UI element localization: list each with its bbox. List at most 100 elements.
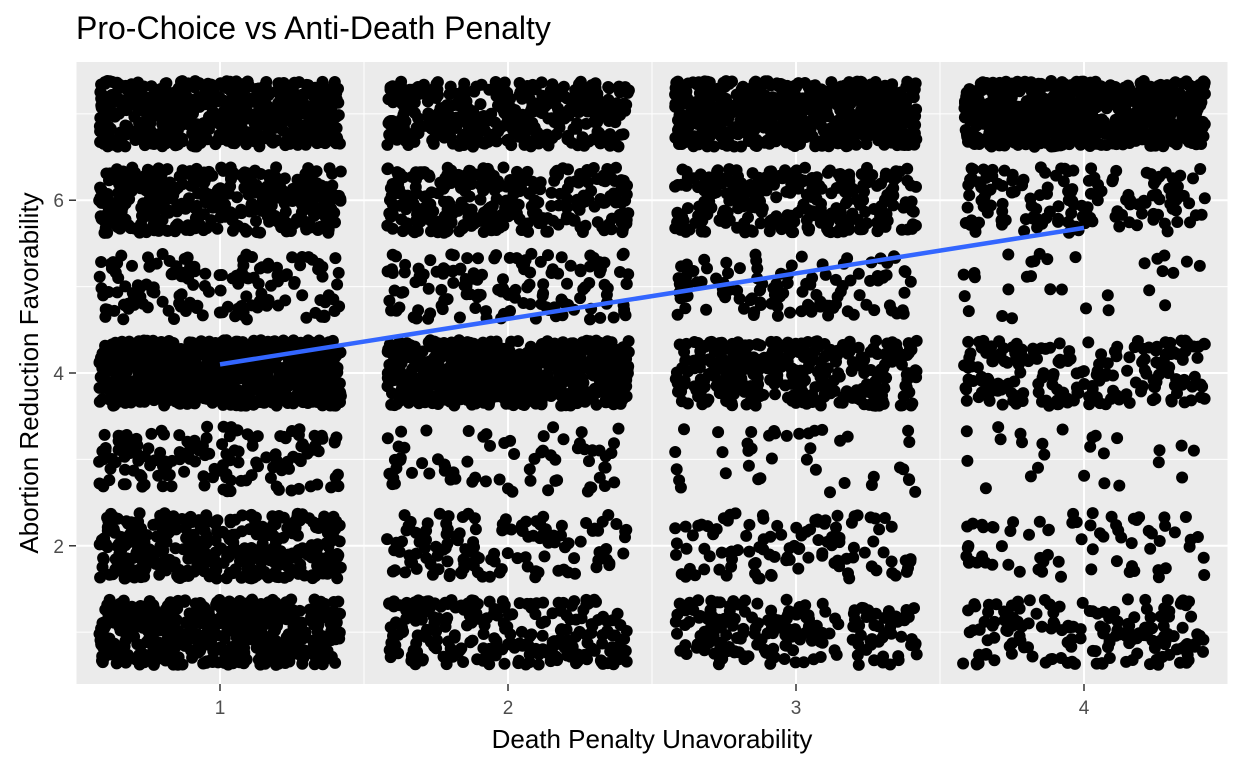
data-point [388,284,401,297]
data-point [561,193,574,206]
data-point [461,455,474,468]
data-point [457,107,470,120]
data-point [281,455,294,468]
data-point [155,640,168,653]
data-point [326,86,339,99]
data-point [233,342,245,355]
data-point [308,90,320,103]
data-point [200,79,213,91]
data-point [500,95,513,108]
data-point [115,444,128,457]
data-point [524,266,537,279]
data-point [426,134,439,147]
data-point [164,176,176,189]
data-point [470,607,483,620]
data-point [300,311,313,324]
data-point [445,216,458,229]
data-point [175,288,188,301]
data-point [568,595,581,608]
data-point [622,268,635,281]
data-point [218,632,231,645]
data-point [561,277,573,290]
data-point [560,609,573,622]
data-point [322,226,335,239]
data-point [120,344,133,357]
data-point [454,393,467,406]
data-point [252,277,265,290]
data-point [618,362,631,375]
data-point [195,346,208,359]
data-point [468,217,481,230]
data-point [324,617,337,630]
data-point [157,137,170,150]
data-point [170,139,182,152]
data-point [501,111,514,123]
data-point [441,99,453,112]
data-point [264,554,277,567]
data-point [95,534,108,546]
data-point [240,104,253,117]
data-point [289,352,302,365]
data-point [455,566,467,579]
data-point [448,360,461,373]
data-point [96,637,108,650]
data-point [315,117,328,130]
data-point [150,530,163,543]
data-point [276,110,289,123]
data-point [328,381,341,394]
data-point [396,225,409,238]
data-point [315,136,327,149]
data-point [291,529,304,542]
data-point [537,278,550,291]
data-point [264,597,277,610]
data-point [109,605,122,618]
data-point [285,563,298,576]
data-point [189,455,202,468]
data-point [519,658,532,671]
data-point [598,461,611,474]
data-point [300,645,313,658]
data-point [394,452,407,465]
data-point [513,597,526,610]
data-point [570,613,582,626]
data-point [249,203,262,216]
data-point [190,358,202,371]
data-point [240,474,253,487]
data-point [147,658,160,671]
data-point [569,84,582,96]
data-point [219,198,231,211]
data-point [456,131,469,143]
data-point [275,174,288,186]
data-point [381,533,394,546]
data-point [398,266,411,279]
data-point [206,201,219,214]
data-point [322,540,335,553]
data-point [526,371,538,384]
data-point [407,362,419,375]
data-point [157,360,169,372]
data-point [93,477,106,490]
data-point [214,284,227,297]
data-point [603,557,616,570]
data-point [269,448,282,461]
data-point [137,197,150,210]
data-point [103,95,116,108]
data-point [125,516,138,529]
data-point [470,80,483,93]
data-point [98,286,111,299]
data-point [201,122,214,135]
data-point [124,563,137,576]
data-point [440,528,453,541]
data-point [166,267,179,280]
data-point [478,619,491,632]
data-point [527,206,539,219]
data-point [751,597,764,610]
data-point [323,371,336,384]
data-point [274,98,287,111]
data-point [584,481,597,494]
data-point [579,340,591,353]
data-point [195,522,208,535]
data-point [334,561,347,574]
data-point [133,282,146,295]
data-point [526,120,538,133]
